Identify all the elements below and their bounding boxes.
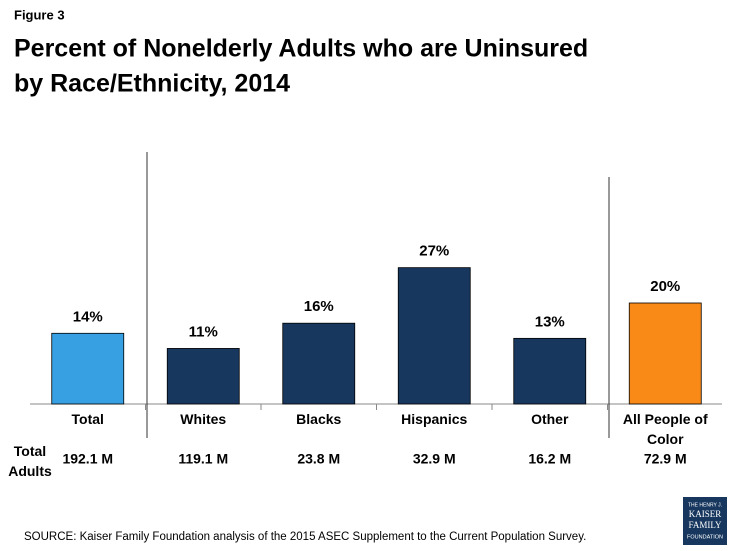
logo-text: FOUNDATION [687,534,723,540]
x-tick-label: Hispanics [401,411,468,427]
logo-text: THE HENRY J. [688,502,722,508]
value-label: 13% [535,313,565,330]
figure-label: Figure 3 [14,7,65,22]
source: SOURCE: Kaiser Family Foundation analysi… [24,531,586,543]
row-value: 72.9 M [644,451,687,467]
bar [513,337,587,405]
x-tick-label: Other [531,411,569,427]
bar [397,267,471,405]
bar [51,332,125,405]
value-label: 27% [419,243,449,260]
logo [683,497,727,545]
x-tick-label: Total [71,411,104,427]
row-value: 23.8 M [297,451,340,467]
value-label: 14% [73,308,103,325]
x-tick-label: Blacks [296,411,342,427]
value-label: 20% [650,278,680,295]
logo-text: FAMILY [689,520,722,530]
bar [628,302,702,405]
chart-title: Percent of Nonelderly Adults who are Uni… [14,35,588,63]
logo-text: KAISER [689,509,722,519]
row-value: 192.1 M [62,451,113,467]
row-value: 119.1 M [178,451,228,467]
row-label: Total Adults [8,443,52,479]
value-label: 16% [304,298,334,315]
row-value: 32.9 M [413,451,456,467]
row-value: 16.2 M [528,451,571,467]
x-tick-label: Whites [180,411,227,427]
value-label: 11% [189,323,218,340]
chart-title: by Race/Ethnicity, 2014 [14,70,290,98]
bar [282,322,356,405]
x-tick-label: All People of Color [622,411,708,447]
bar [166,348,240,405]
